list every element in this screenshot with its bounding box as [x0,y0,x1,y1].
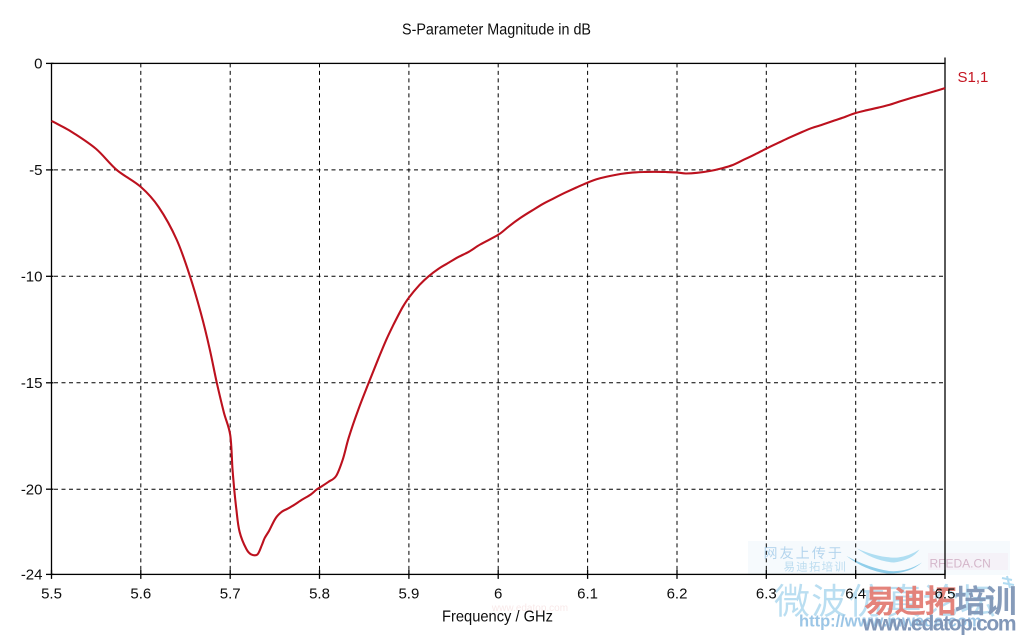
svg-text:RFEDA.CN: RFEDA.CN [930,557,991,571]
svg-text:5.5: 5.5 [41,586,62,603]
svg-text:-20: -20 [21,481,43,498]
svg-text:www.edatop.com: www.edatop.com [491,603,568,614]
svg-text:S-Parameter Magnitude in dB: S-Parameter Magnitude in dB [402,22,591,39]
svg-text:Frequency / GHz: Frequency / GHz [442,609,553,626]
svg-text:5.6: 5.6 [130,586,151,603]
svg-text:6.4: 6.4 [845,586,866,603]
svg-text:www.edatop.com: www.edatop.com [862,613,1017,635]
svg-text:6.5: 6.5 [935,586,956,603]
svg-text:5.8: 5.8 [309,586,330,603]
svg-text:-10: -10 [21,269,43,286]
svg-text:-15: -15 [21,375,43,392]
svg-text:6: 6 [494,586,502,603]
svg-text:http://www.mweda.com: http://www.mweda.com [799,613,982,631]
svg-text:-5: -5 [29,162,42,179]
svg-text:-24: -24 [21,567,43,584]
svg-text:5.9: 5.9 [398,586,419,603]
svg-text:6.2: 6.2 [667,586,688,603]
svg-text:5.7: 5.7 [220,586,241,603]
svg-text:0: 0 [34,56,42,73]
svg-text:6.3: 6.3 [756,586,777,603]
svg-text:6.1: 6.1 [577,586,598,603]
svg-text:S1,1: S1,1 [958,69,989,86]
